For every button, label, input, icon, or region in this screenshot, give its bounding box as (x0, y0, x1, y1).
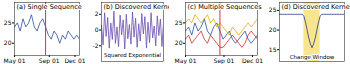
svg-text:Squared Exponential: Squared Exponential (104, 52, 162, 59)
svg-text:Dec 01: Dec 01 (64, 57, 85, 64)
svg-text:25: 25 (4, 19, 12, 26)
svg-text:20: 20 (175, 39, 183, 46)
svg-text:(c) Multiple Sequences: (c) Multiple Sequences (188, 3, 263, 11)
svg-text:Sep 01: Sep 01 (39, 57, 60, 64)
svg-text:(b) Discovered Kernel: (b) Discovered Kernel (104, 3, 170, 11)
svg-text:Dec 01: Dec 01 (242, 57, 263, 64)
svg-text:May 01: May 01 (4, 57, 26, 64)
svg-text:0: 0 (95, 26, 99, 33)
svg-text:20: 20 (269, 26, 277, 33)
svg-text:Change Window: Change Window (290, 54, 335, 61)
svg-text:25: 25 (269, 6, 277, 13)
svg-text:(d) Discovered Kernel: (d) Discovered Kernel (282, 3, 350, 11)
svg-text:(a) Single Sequence: (a) Single Sequence (17, 3, 82, 11)
svg-text:15: 15 (269, 46, 277, 53)
svg-text:20: 20 (4, 39, 12, 46)
svg-text:25: 25 (175, 19, 183, 26)
svg-text:2: 2 (95, 10, 99, 17)
svg-text:-2: -2 (93, 42, 99, 49)
svg-text:Sep 01: Sep 01 (214, 57, 235, 64)
svg-text:May 01: May 01 (175, 57, 197, 64)
